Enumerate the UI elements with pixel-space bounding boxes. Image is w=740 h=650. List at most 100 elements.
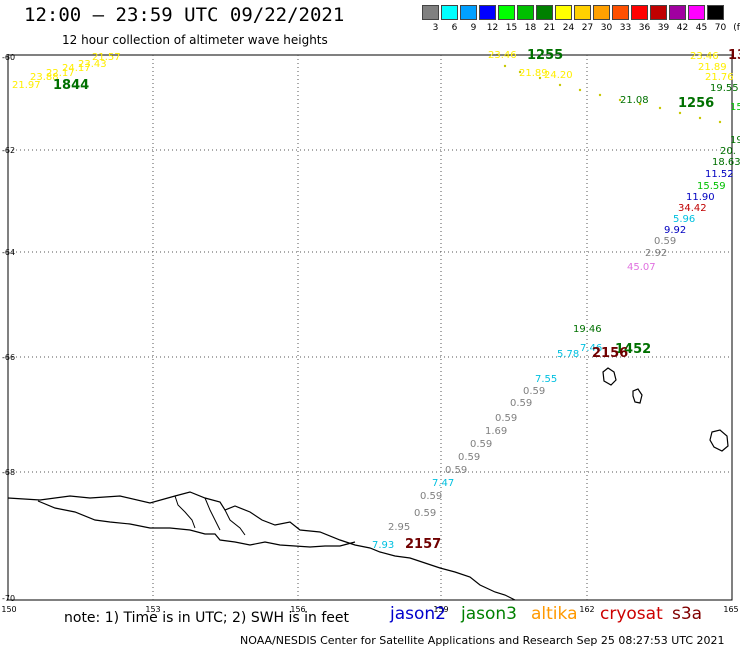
wave-height-label: 20. <box>720 146 736 157</box>
colorbar-label: 24 <box>562 23 575 33</box>
longitude-label: 150 <box>1 605 16 614</box>
wave-height-label: 1256 <box>678 96 714 111</box>
colorbar-swatch <box>650 5 667 20</box>
longitude-label: 153 <box>145 605 160 614</box>
colorbar-swatch <box>498 5 515 20</box>
wave-height-label: 0.59 <box>654 236 676 247</box>
ice-shelf-edge <box>37 500 356 548</box>
wave-height-label: 0.59 <box>523 386 545 397</box>
colorbar-swatch <box>707 5 724 20</box>
colorbar-label: 15 <box>505 23 518 33</box>
colorbar-swatch <box>479 5 496 20</box>
track-point <box>658 106 662 110</box>
wave-height-label: 9.92 <box>664 225 686 236</box>
satellite-legend-item: jason2 <box>390 604 446 624</box>
wave-height-label: 24.17 <box>62 63 91 74</box>
wave-height-label: 2156 <box>592 346 628 361</box>
wave-height-label: 23.46 <box>690 51 719 62</box>
wave-height-label: 21.57 <box>92 52 121 63</box>
track-point <box>598 93 602 97</box>
wave-height-label: 0.59 <box>414 508 436 519</box>
latitude-label: -60 <box>2 53 15 62</box>
colorbar-label: 30 <box>600 23 613 33</box>
longitude-label: 165 <box>723 605 738 614</box>
colorbar-unit: (ft) <box>733 23 740 33</box>
colorbar-label: 39 <box>657 23 670 33</box>
wave-height-label: 23.43 <box>78 59 107 70</box>
colorbar-swatch <box>593 5 610 20</box>
antarctic-coastline <box>7 491 516 601</box>
colorbar-label: 36 <box>638 23 651 33</box>
longitude-label: 156 <box>290 605 305 614</box>
balleny-island <box>602 367 617 386</box>
colorbar-label: 21 <box>543 23 556 33</box>
colorbar-label: 6 <box>451 23 458 33</box>
colorbar-label: 12 <box>486 23 499 33</box>
satellite-legend-item: altika <box>531 604 578 624</box>
map-subtitle: 12 hour collection of altimeter wave hei… <box>62 33 328 47</box>
wave-height-label: 0.59 <box>470 439 492 450</box>
coastline-inlet <box>174 495 196 529</box>
wave-height-label: 0.59 <box>445 465 467 476</box>
track-point <box>638 102 642 106</box>
track-point <box>503 64 507 68</box>
wave-height-label: 15 <box>730 102 740 113</box>
wave-height-label: 15.59 <box>697 181 726 192</box>
colorbar-label: 3 <box>432 23 439 33</box>
colorbar-swatch <box>536 5 553 20</box>
wave-height-label: 19 <box>730 135 740 146</box>
colorbar-swatch <box>669 5 686 20</box>
latitude-label: -64 <box>2 248 15 257</box>
colorbar-swatch <box>574 5 591 20</box>
wave-height-label: 2.92 <box>645 248 667 259</box>
wave-height-label: 13 <box>728 48 740 63</box>
coastline-inlet <box>204 497 221 531</box>
map-title: 12:00 – 23:59 UTC 09/22/2021 <box>24 4 345 26</box>
colorbar-label: 45 <box>695 23 708 33</box>
satellite-legend-item: jason3 <box>461 604 517 624</box>
map-frame <box>7 54 733 601</box>
wave-height-label: 5.78 <box>557 349 579 360</box>
track-point <box>718 120 722 124</box>
colorbar-swatch <box>555 5 572 20</box>
colorbar-label: 33 <box>619 23 632 33</box>
wave-height-label: 5.96 <box>673 214 695 225</box>
latitude-label: -66 <box>2 353 15 362</box>
wave-height-label: 0.59 <box>420 491 442 502</box>
colorbar-swatch <box>422 5 439 20</box>
wave-height-label: 7.46 <box>580 343 602 354</box>
wave-height-label: 22.17 <box>46 68 75 79</box>
track-point <box>518 70 522 74</box>
wave-height-label: 11.90 <box>686 192 715 203</box>
track-point <box>558 83 562 87</box>
units-note: note: 1) Time is in UTC; 2) SWH is in fe… <box>64 610 350 626</box>
wave-height-label: 23.46 <box>488 50 517 61</box>
colorbar-label: 27 <box>581 23 594 33</box>
wave-height-label: 1255 <box>527 48 563 63</box>
longitude-label: 159 <box>433 605 448 614</box>
longitude-label: 162 <box>579 605 594 614</box>
wave-height-label: 2.95 <box>388 522 410 533</box>
wave-height-label: 0.59 <box>510 398 532 409</box>
latitude-label: -70 <box>2 594 15 603</box>
wave-height-label: 21.97 <box>12 80 41 91</box>
latitude-label: -68 <box>2 468 15 477</box>
wave-height-label: 7.47 <box>432 478 454 489</box>
wave-height-label: 7.93 <box>372 540 394 551</box>
wave-height-label: 1.69 <box>485 426 507 437</box>
latitude-label: -62 <box>2 146 15 155</box>
colorbar-label: 18 <box>524 23 537 33</box>
wave-height-label: 0.59 <box>495 413 517 424</box>
wave-height-label: 34.42 <box>678 203 707 214</box>
wave-height-label: 21.08 <box>620 95 649 106</box>
colorbar-swatch <box>441 5 458 20</box>
wave-height-label: 19.46 <box>573 324 602 335</box>
track-point <box>538 76 542 80</box>
colorbar-label: 42 <box>676 23 689 33</box>
wave-height-label: 1452 <box>615 342 651 357</box>
colorbar-swatch <box>460 5 477 20</box>
wave-height-label: 18.63 <box>712 157 740 168</box>
colorbar-swatch <box>612 5 629 20</box>
satellite-legend-item: cryosat <box>600 604 663 624</box>
